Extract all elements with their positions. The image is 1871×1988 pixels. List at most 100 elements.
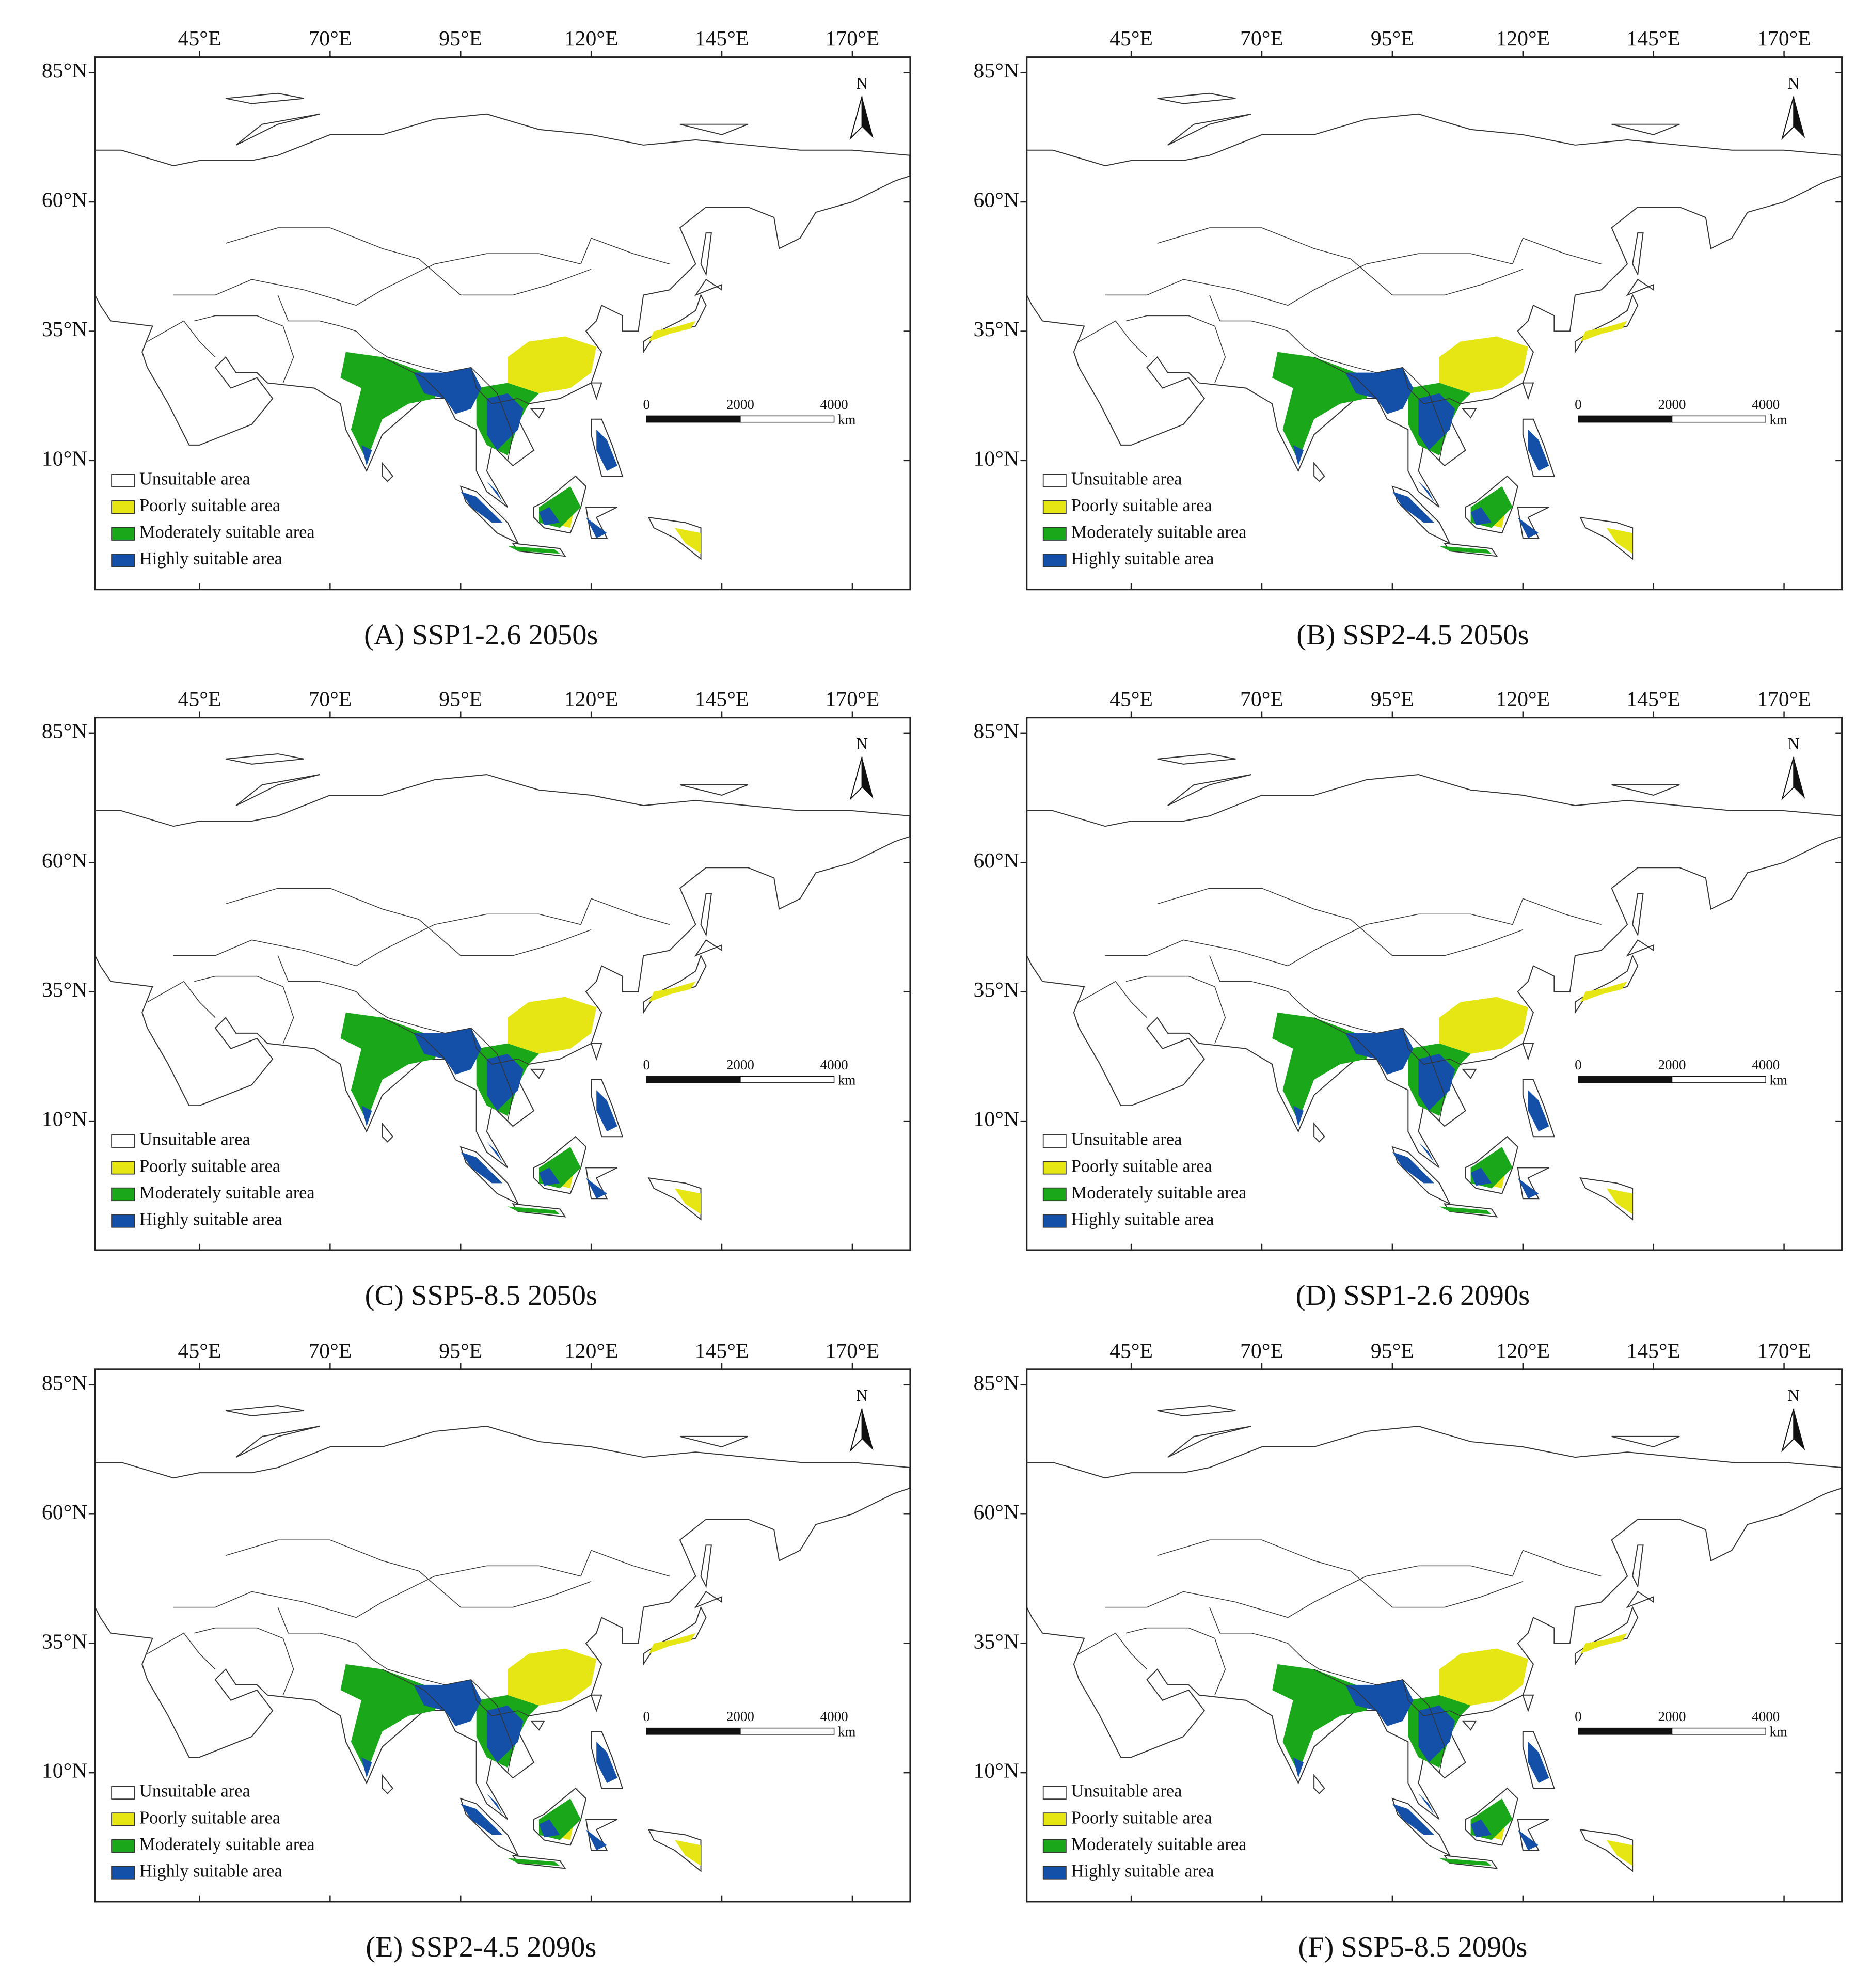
border (1079, 1632, 1148, 1670)
north-arrow-left (1781, 1408, 1795, 1453)
moderately-suitable (508, 546, 560, 554)
scale-bar-black (1578, 1076, 1673, 1083)
lat-label: 35°N (42, 978, 88, 1002)
land (225, 92, 304, 104)
border (194, 1627, 294, 1696)
moderately-suitable (1439, 546, 1492, 554)
border (1313, 1669, 1377, 1711)
lat-label: 10°N (974, 1108, 1020, 1131)
border (382, 1017, 446, 1060)
north-label: N (1788, 1386, 1800, 1405)
lon-label: 95°E (1371, 1339, 1414, 1363)
highly-suitable (586, 517, 607, 539)
moderately-suitable (508, 1206, 560, 1214)
land (679, 123, 748, 135)
land (1157, 1405, 1236, 1416)
scale-label: 4000 (1752, 1057, 1780, 1072)
legend-swatch (1042, 1866, 1067, 1880)
border (470, 367, 514, 461)
lat-label: 85°N (42, 719, 88, 743)
lon-label: 95°E (1371, 27, 1414, 51)
lon-label: 45°E (178, 1339, 221, 1363)
legend-swatch (1042, 1187, 1067, 1202)
panel-caption: (C) SSP5-8.5 2050s (365, 1280, 597, 1312)
land (1626, 939, 1654, 957)
lon-label: 145°E (1626, 687, 1680, 711)
legend-swatch (1042, 1214, 1067, 1228)
land (679, 784, 748, 796)
lat-label: 10°N (974, 1759, 1020, 1783)
frame (1026, 1368, 1843, 1903)
highly-suitable (586, 1829, 607, 1851)
map-body (1026, 753, 1842, 1221)
scale-bar-white (740, 415, 835, 423)
border (1079, 981, 1148, 1018)
land (1167, 774, 1252, 807)
legend-label: Unsuitable area (1071, 1781, 1182, 1801)
border (418, 258, 592, 296)
lat-label: 60°N (42, 1501, 88, 1524)
panel-caption: (B) SSP2-4.5 2050s (1296, 619, 1529, 651)
scale-label: 4000 (820, 397, 848, 412)
border (1157, 888, 1351, 920)
lat-label: 60°N (42, 188, 88, 212)
north-arrow-right (1794, 1408, 1805, 1450)
lon-label: 70°E (1240, 27, 1283, 51)
border (1313, 356, 1377, 399)
highly-suitable (414, 367, 482, 414)
legend-swatch (111, 1214, 135, 1228)
north-label: N (856, 1386, 868, 1405)
poorly-suitable (648, 981, 696, 1002)
highly-suitable (414, 1028, 482, 1075)
land (643, 954, 707, 1015)
lon-label: 170°E (826, 1339, 880, 1363)
lat-label: 35°N (974, 1630, 1020, 1653)
scale-label: 2000 (1658, 1057, 1686, 1072)
legend-swatch (1042, 554, 1067, 567)
land (1462, 1068, 1477, 1079)
border (147, 1632, 216, 1670)
legend-swatch (111, 1839, 135, 1853)
north-arrow-right (862, 756, 874, 799)
north-label: N (1788, 735, 1800, 753)
border (1105, 898, 1602, 967)
legend-label: Poorly suitable area (139, 1808, 280, 1827)
legend-swatch (1042, 1839, 1067, 1853)
highly-suitable (596, 1090, 617, 1132)
border (382, 1669, 446, 1711)
scale-bar-white (740, 1727, 835, 1735)
legend-swatch (111, 1786, 135, 1800)
map-panel: 45°E 70°E 95°E 120°E 145°E 170°E 85°N 60°N 35°N 1… (42, 687, 911, 1312)
north-arrow-left (1781, 96, 1795, 140)
land (1462, 1720, 1477, 1731)
highly-suitable (586, 1178, 607, 1199)
scale-label: 2000 (726, 1709, 754, 1724)
poorly-suitable (648, 1633, 696, 1654)
lat-label: 60°N (974, 849, 1020, 873)
land (1579, 516, 1634, 560)
land (1626, 1591, 1654, 1608)
border (194, 315, 294, 383)
scale-bar-white (1671, 1727, 1766, 1735)
lon-label: 45°E (1109, 27, 1153, 51)
lon-label: 170°E (826, 687, 880, 711)
land (1167, 1426, 1252, 1458)
scale-bar-white (740, 1076, 835, 1083)
map-body (1026, 92, 1842, 560)
map-body (1026, 1405, 1842, 1872)
highly-suitable (596, 429, 617, 471)
land (1522, 1043, 1534, 1061)
land (1632, 1544, 1644, 1588)
highly-suitable (461, 491, 503, 523)
highly-suitable (1392, 491, 1434, 523)
border (1125, 1627, 1226, 1696)
poorly-suitable (1580, 981, 1628, 1002)
lon-label: 95°E (439, 27, 482, 51)
highly-suitable (1470, 1167, 1492, 1186)
legend-label: Highly suitable area (1071, 1861, 1214, 1881)
north-arrow-left (849, 96, 863, 140)
highly-suitable (1528, 1742, 1549, 1784)
land (679, 1435, 748, 1448)
border (1209, 955, 1461, 1065)
moderately-suitable (1439, 1858, 1492, 1866)
